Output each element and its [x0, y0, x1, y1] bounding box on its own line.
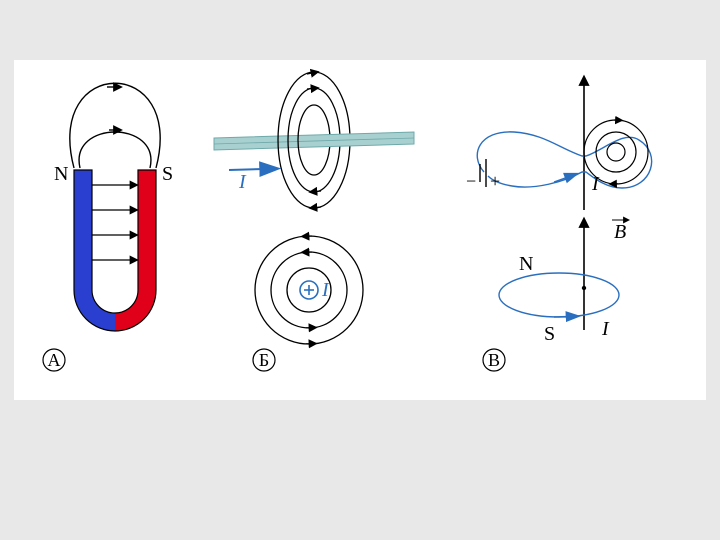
figure-svg: N S	[14, 60, 706, 400]
panel-label-a: А	[48, 350, 61, 370]
panel-c-top: − + I	[466, 78, 652, 210]
panel-b-top: I	[214, 72, 414, 208]
panel-labels: А Б В	[43, 349, 505, 371]
figure-card: N S	[14, 60, 706, 400]
label-i-bottom: I	[321, 279, 330, 301]
panel-b: I	[214, 72, 414, 344]
label-minus: −	[466, 171, 476, 191]
battery-icon	[480, 159, 486, 187]
label-n: N	[54, 163, 68, 185]
label-plus: +	[490, 171, 500, 191]
label-s: S	[162, 163, 173, 185]
panel-a-gap-lines	[92, 185, 136, 260]
panel-b-bottom: I	[255, 236, 363, 344]
panel-label-v: В	[488, 350, 500, 370]
label-bvec: B	[614, 221, 626, 243]
page: N S	[0, 0, 720, 540]
panel-a-arcs	[70, 83, 160, 168]
panel-c: − + I B N	[466, 78, 652, 345]
label-s2: S	[544, 323, 555, 345]
current-arrow-top	[229, 169, 264, 170]
label-i-top: I	[238, 171, 247, 193]
panel-a: N S	[54, 83, 173, 331]
current-loop-top	[477, 132, 651, 188]
panel-c-bottom: B N S I	[499, 220, 628, 345]
current-loop-bottom	[499, 273, 619, 317]
panel-label-b: Б	[259, 350, 269, 370]
label-n2: N	[519, 253, 533, 275]
label-i-c-top: I	[591, 173, 600, 195]
label-i-c-bot: I	[601, 318, 610, 340]
horseshoe-magnet	[74, 170, 156, 331]
conductor-rod	[214, 132, 414, 150]
